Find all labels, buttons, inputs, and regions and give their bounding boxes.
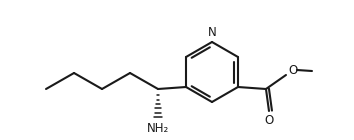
Text: O: O <box>264 114 274 127</box>
Text: N: N <box>208 26 216 39</box>
Text: O: O <box>289 65 298 78</box>
Text: NH₂: NH₂ <box>147 122 169 135</box>
